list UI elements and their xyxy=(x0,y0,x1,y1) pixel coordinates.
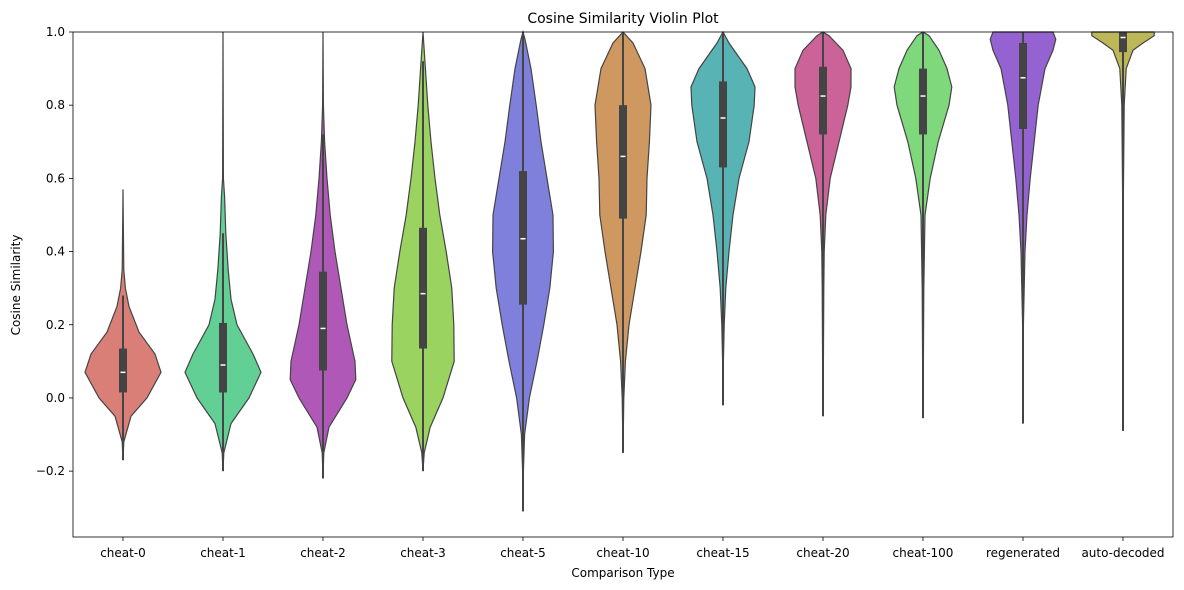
x-tick-label: cheat-2 xyxy=(300,546,346,560)
y-tick-label: −0.2 xyxy=(36,464,65,478)
x-tick-label: cheat-20 xyxy=(796,546,849,560)
y-tick-label: 0.4 xyxy=(46,245,65,259)
violin-cheat-2 xyxy=(289,31,357,479)
violin-regenerated xyxy=(989,31,1057,424)
violin-cheat-1 xyxy=(184,31,262,472)
violin-iqr-box xyxy=(819,66,827,135)
violin-iqr-box xyxy=(1119,32,1127,53)
violin-iqr-box xyxy=(919,68,927,135)
y-tick-label: 0.2 xyxy=(46,318,65,332)
x-tick-label: cheat-3 xyxy=(400,546,446,560)
violin-iqr-box xyxy=(419,227,427,349)
violin-iqr-box xyxy=(319,271,327,371)
y-tick-label: 0.6 xyxy=(46,171,65,185)
y-axis: −0.2 0.0 0.2 0.4 0.6 0.8 1.0 xyxy=(36,25,73,478)
violin-iqr-box xyxy=(219,322,227,393)
x-tick-label: auto-decoded xyxy=(1081,546,1164,560)
violin-iqr-box xyxy=(1019,42,1027,129)
x-tick-label: cheat-0 xyxy=(100,546,146,560)
violin-cheat-5 xyxy=(491,29,555,512)
violin-cheat-100 xyxy=(893,31,953,419)
x-axis: cheat-0 cheat-1 cheat-2 cheat-3 cheat-5 cheat… xyxy=(100,537,1165,560)
x-tick-label: regenerated xyxy=(986,546,1060,560)
violin-cheat-0 xyxy=(84,189,162,461)
violin-cheat-3 xyxy=(391,31,455,472)
chart-title: Cosine Similarity Violin Plot xyxy=(527,11,719,27)
violin-cheat-20 xyxy=(794,31,852,417)
violin-cheat-10 xyxy=(594,31,652,453)
violin-iqr-box xyxy=(119,348,127,393)
x-tick-label: cheat-5 xyxy=(500,546,546,560)
x-tick-label: cheat-15 xyxy=(696,546,749,560)
x-tick-label: cheat-1 xyxy=(200,546,246,560)
violin-group xyxy=(84,29,1155,512)
y-tick-label: 0.8 xyxy=(46,98,65,112)
violin-auto-decoded xyxy=(1091,31,1155,431)
x-axis-title: Comparison Type xyxy=(571,566,674,580)
x-tick-label: cheat-100 xyxy=(893,546,954,560)
violin-cheat-15 xyxy=(690,30,756,406)
x-tick-label: cheat-10 xyxy=(596,546,649,560)
y-tick-label: 1.0 xyxy=(46,25,65,39)
violin-iqr-box xyxy=(619,105,627,219)
violin-iqr-box xyxy=(719,81,727,168)
y-tick-label: 0.0 xyxy=(46,391,65,405)
violin-iqr-box xyxy=(519,171,527,305)
y-axis-title: Cosine Similarity xyxy=(9,235,23,336)
